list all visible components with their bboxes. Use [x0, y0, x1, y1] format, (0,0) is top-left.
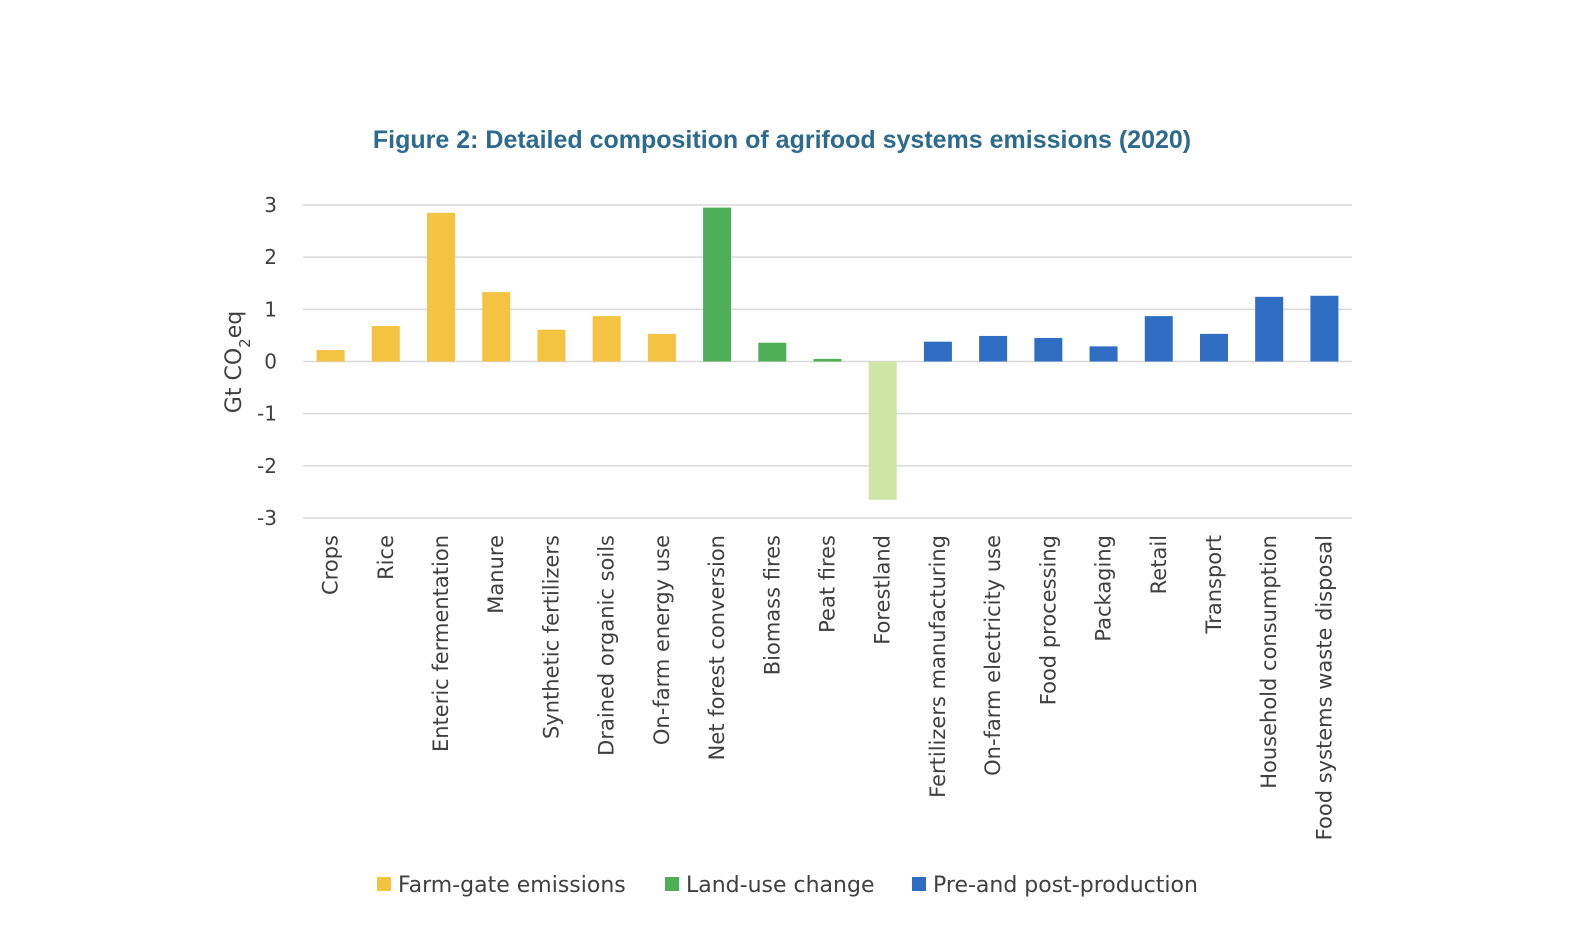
bar [868, 361, 897, 500]
bar [482, 292, 511, 362]
legend-swatch [912, 877, 926, 891]
x-category-label: Manure [484, 535, 508, 614]
legend-swatch [665, 877, 679, 891]
x-category-label: Fertilizers manufacturing [926, 535, 950, 798]
bar [703, 207, 732, 362]
bar [1034, 338, 1063, 362]
legend-label: Farm-gate emissions [398, 873, 626, 898]
bar [1310, 295, 1339, 362]
bar [537, 329, 566, 362]
x-category-label: Enteric fermentation [429, 535, 453, 752]
y-axis-title-subscript: 2 [236, 338, 254, 348]
y-axis-ticks: 3 2 1 0 -1 -2 -3 [257, 193, 277, 530]
y-tick-label: -2 [257, 454, 277, 478]
x-category-label: Drained organic soils [595, 535, 619, 756]
x-category-label: Crops [319, 535, 343, 595]
y-axis-title-prefix: Gt CO [222, 348, 247, 413]
x-category-label: Packaging [1092, 535, 1116, 642]
x-category-label: Peat fires [816, 535, 840, 633]
x-category-label: Synthetic fertilizers [539, 535, 563, 739]
bar [923, 341, 952, 362]
x-category-label: Net forest conversion [705, 535, 729, 760]
chart-title: Figure 2: Detailed composition of agrifo… [373, 126, 1191, 154]
bar [647, 333, 676, 362]
bar [979, 335, 1008, 362]
x-category-label: Food processing [1036, 535, 1060, 705]
bar [371, 326, 400, 362]
y-tick-label: -1 [257, 402, 277, 426]
x-category-label: Forestland [871, 535, 895, 645]
legend-label: Land-use change [686, 873, 874, 898]
legend: Farm-gate emissions Land-use change Pre-an… [377, 873, 1198, 898]
x-category-label: Retail [1147, 535, 1171, 594]
y-tick-label: 0 [264, 350, 277, 374]
y-axis-title: Gt CO2eq [222, 311, 254, 413]
bar [1089, 346, 1118, 362]
bar [316, 350, 345, 362]
bar [592, 316, 621, 362]
x-category-label: On-farm energy use [650, 535, 674, 745]
gridlines [303, 204, 1352, 519]
bar [813, 358, 842, 362]
bar [1144, 316, 1173, 362]
x-axis-category-labels: Crops Rice Enteric fermentation Manure Synth… [319, 535, 1337, 840]
x-category-label: Food systems waste disposal [1312, 535, 1336, 840]
x-category-label: Transport [1202, 535, 1226, 635]
bar [1199, 333, 1228, 362]
legend-label: Pre-and post-production [933, 873, 1198, 898]
y-axis-title-suffix: eq [222, 311, 247, 339]
x-category-label: On-farm electricity use [981, 535, 1005, 776]
x-category-label: Biomass fires [760, 535, 784, 675]
bars [316, 207, 1339, 500]
x-category-label: Household consumption [1257, 535, 1281, 789]
y-tick-label: -3 [257, 506, 277, 530]
y-tick-label: 1 [264, 297, 277, 321]
x-category-label: Rice [374, 535, 398, 580]
bar [758, 342, 787, 362]
bar [427, 212, 456, 362]
bar [1255, 296, 1284, 362]
y-tick-label: 2 [264, 245, 277, 269]
y-tick-label: 3 [264, 193, 277, 217]
legend-swatch [377, 877, 391, 891]
